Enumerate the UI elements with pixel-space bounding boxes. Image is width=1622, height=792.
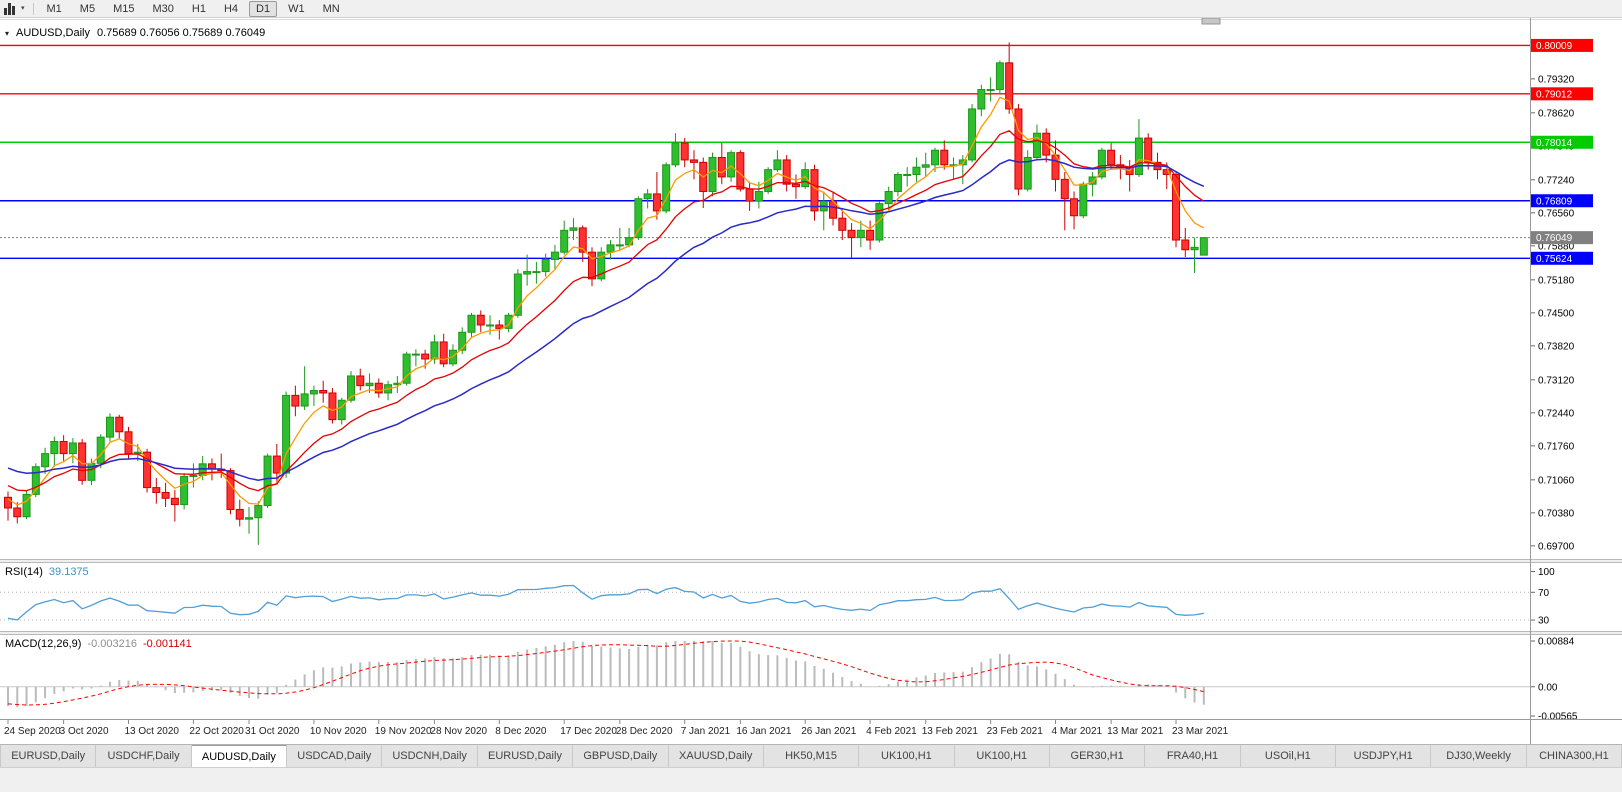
current-price-label: 0.76049 [1531, 231, 1593, 245]
timeframe-button-m30[interactable]: M30 [152, 2, 174, 15]
svg-text:4 Feb 2021: 4 Feb 2021 [866, 726, 917, 737]
chart-tab-hk50-m15[interactable]: HK50,M15 [763, 745, 860, 767]
macd-signal-line [7, 640, 1204, 706]
chart-type-icon[interactable] [4, 2, 20, 15]
svg-text:17 Dec 2020: 17 Dec 2020 [560, 726, 617, 737]
svg-text:0.74500: 0.74500 [1538, 308, 1575, 319]
chart-tab-dj30-weekly[interactable]: DJ30,Weekly [1431, 745, 1527, 767]
svg-text:26 Jan 2021: 26 Jan 2021 [801, 726, 856, 737]
rsi-line [7, 584, 1204, 621]
chart-tab-ger30-h1[interactable]: GER30,H1 [1049, 745, 1146, 767]
svg-text:0.73820: 0.73820 [1538, 341, 1575, 352]
svg-text:19 Nov 2020: 19 Nov 2020 [375, 726, 432, 737]
timeframe-button-h1[interactable]: H1 [191, 2, 206, 15]
chart-tab-uk100-h1[interactable]: UK100,H1 [954, 745, 1050, 767]
timeframe-button-mn[interactable]: MN [322, 2, 340, 15]
svg-text:0.71760: 0.71760 [1538, 441, 1575, 452]
timeframe-button-m15[interactable]: M15 [113, 2, 135, 15]
chart-tabs: EURUSD,Daily USDCHF,Daily AUDUSD,Daily USDC… [0, 744, 1622, 767]
svg-text:0.78620: 0.78620 [1538, 108, 1575, 119]
status-bar [0, 767, 1622, 792]
macd-histogram [7, 641, 1205, 708]
svg-text:0.75180: 0.75180 [1538, 275, 1575, 286]
svg-text:4 Mar 2021: 4 Mar 2021 [1052, 726, 1103, 737]
svg-text:13 Mar 2021: 13 Mar 2021 [1107, 726, 1164, 737]
svg-text:24 Sep 2020: 24 Sep 2020 [4, 726, 61, 737]
svg-text:0.00884: 0.00884 [1538, 637, 1575, 648]
svg-text:13 Feb 2021: 13 Feb 2021 [922, 726, 979, 737]
svg-text:-0.00565: -0.00565 [1538, 712, 1578, 723]
svg-text:0.76809: 0.76809 [1536, 196, 1573, 207]
svg-text:10 Nov 2020: 10 Nov 2020 [310, 726, 367, 737]
svg-text:70: 70 [1538, 588, 1550, 599]
price-chart-canvas[interactable]: 0.793200.786200.779400.772400.765600.758… [0, 17, 1622, 744]
svg-text:0.72440: 0.72440 [1538, 408, 1575, 419]
svg-text:0.73120: 0.73120 [1538, 375, 1575, 386]
svg-text:23 Mar 2021: 23 Mar 2021 [1172, 726, 1229, 737]
chart-window[interactable]: 0.793200.786200.779400.772400.765600.758… [0, 17, 1622, 744]
price-scale: 0.793200.786200.779400.772400.765600.758… [1530, 74, 1575, 552]
moving-averages-layer [7, 96, 1205, 506]
toolbar-separator [32, 2, 34, 15]
svg-text:0.79012: 0.79012 [1536, 89, 1573, 100]
svg-text:0.75880: 0.75880 [1538, 241, 1575, 252]
level-price-label-0.78014: 0.78014 [1531, 135, 1593, 149]
chart-tab-audusd-daily[interactable]: AUDUSD,Daily [191, 745, 288, 767]
svg-text:0.70380: 0.70380 [1538, 508, 1575, 519]
timeframe-button-h4[interactable]: H4 [223, 2, 239, 15]
svg-text:100: 100 [1538, 567, 1555, 578]
timeframe-button-m5[interactable]: M5 [79, 2, 96, 15]
svg-text:0.77240: 0.77240 [1538, 175, 1575, 186]
svg-text:28 Nov 2020: 28 Nov 2020 [430, 726, 487, 737]
svg-text:31 Oct 2020: 31 Oct 2020 [245, 726, 300, 737]
svg-text:0.75624: 0.75624 [1536, 254, 1573, 265]
ma-slow-line [7, 158, 1205, 481]
chart-tab-usdcad-daily[interactable]: USDCAD,Daily [287, 745, 383, 767]
chart-tab-uk100-h1[interactable]: UK100,H1 [859, 745, 955, 767]
chart-tab-xauusd-daily[interactable]: XAUUSD,Daily [668, 745, 764, 767]
ma-mid-line [7, 130, 1205, 492]
level-price-label-0.80009: 0.80009 [1531, 38, 1593, 52]
chart-tab-usdchf-daily[interactable]: USDCHF,Daily [96, 745, 192, 767]
ma-fast-line [7, 96, 1205, 506]
chart-tab-china300-h1[interactable]: CHINA300,H1 [1526, 745, 1622, 767]
svg-text:0.00: 0.00 [1538, 682, 1558, 693]
svg-text:7 Jan 2021: 7 Jan 2021 [681, 726, 731, 737]
timeframe-button-m1[interactable]: M1 [46, 2, 62, 15]
chart-tab-usdjpy-h1[interactable]: USDJPY,H1 [1336, 745, 1432, 767]
timeframe-button-d1[interactable]: D1 [249, 0, 278, 17]
svg-text:3 Oct 2020: 3 Oct 2020 [60, 726, 109, 737]
svg-text:16 Jan 2021: 16 Jan 2021 [736, 726, 791, 737]
svg-text:0.76049: 0.76049 [1536, 233, 1573, 244]
svg-text:0.69700: 0.69700 [1538, 541, 1575, 552]
svg-text:28 Dec 2020: 28 Dec 2020 [616, 726, 673, 737]
chart-tab-eurusd-daily[interactable]: EURUSD,Daily [0, 745, 97, 767]
chart-tab-eurusd-daily[interactable]: EURUSD,Daily [477, 745, 574, 767]
svg-text:0.76560: 0.76560 [1538, 208, 1575, 219]
chart-tab-fra40-h1[interactable]: FRA40,H1 [1145, 745, 1241, 767]
timeframe-button-w1[interactable]: W1 [288, 2, 305, 15]
timeframe-toolbar: M1 M5 M15 M30 H1 H4 D1 W1 MN [40, 0, 347, 17]
candles-layer [4, 42, 1208, 545]
top-toolbar: ▾ M1 M5 M15 M30 H1 H4 D1 W1 MN [0, 0, 1622, 18]
svg-text:13 Oct 2020: 13 Oct 2020 [125, 726, 180, 737]
svg-text:22 Oct 2020: 22 Oct 2020 [189, 726, 244, 737]
chart-tab-gbpusd-daily[interactable]: GBPUSD,Daily [573, 745, 669, 767]
chart-tab-usdcnh-daily[interactable]: USDCNH,Daily [382, 745, 478, 767]
svg-text:0.78014: 0.78014 [1536, 138, 1573, 149]
svg-text:23 Feb 2021: 23 Feb 2021 [987, 726, 1044, 737]
chart-type-dropdown-caret-icon[interactable]: ▾ [21, 5, 25, 12]
svg-text:8 Dec 2020: 8 Dec 2020 [495, 726, 547, 737]
svg-text:0.79320: 0.79320 [1538, 74, 1575, 85]
chart-tab-usoil-h1[interactable]: USOil,H1 [1240, 745, 1337, 767]
svg-text:0.80009: 0.80009 [1536, 41, 1573, 52]
level-price-label-0.75624: 0.75624 [1531, 251, 1593, 265]
svg-text:0.71060: 0.71060 [1538, 475, 1575, 486]
svg-text:30: 30 [1538, 616, 1550, 627]
level-price-label-0.79012: 0.79012 [1531, 87, 1593, 101]
level-price-label-0.76809: 0.76809 [1531, 194, 1593, 208]
chart-shift-scrollbar-thumb[interactable] [1201, 17, 1221, 25]
